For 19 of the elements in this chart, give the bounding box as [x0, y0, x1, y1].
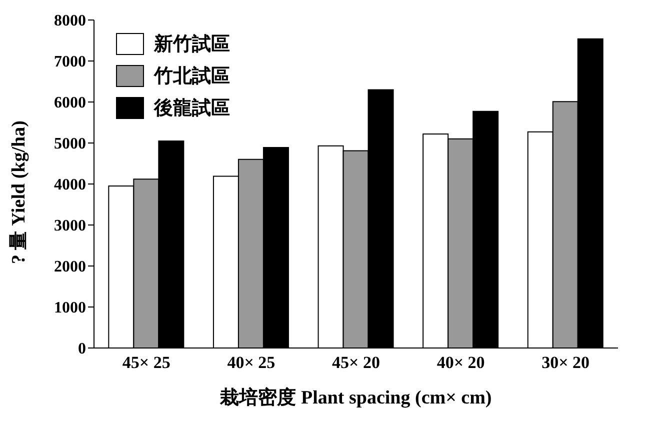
- legend-label: 後龍試區: [154, 96, 230, 121]
- x-tick-label: 45× 25: [122, 353, 170, 372]
- x-tick-label: 45× 20: [332, 353, 380, 372]
- x-axis-title: 栽培密度 Plant spacing (cm× cm): [219, 386, 492, 408]
- x-tick-label: 40× 25: [227, 353, 276, 372]
- y-tick-label: 4000: [54, 176, 86, 194]
- x-tick-label: 40× 20: [436, 353, 485, 372]
- y-tick-label: 6000: [54, 94, 86, 112]
- x-tick-label: 30× 20: [542, 353, 590, 372]
- legend-label: 竹北試區: [154, 64, 230, 89]
- y-tick-label: 5000: [54, 136, 86, 153]
- y-tick-label: 1000: [54, 300, 86, 317]
- y-tick-label: 2000: [54, 258, 86, 276]
- y-tick-label: 0: [78, 340, 86, 358]
- legend-label: 新竹試區: [154, 32, 230, 57]
- y-tick-label: 7000: [54, 54, 86, 71]
- y-axis-title: ? 量 Yield (kg/ha): [8, 120, 30, 264]
- y-tick-label: 3000: [54, 218, 86, 235]
- y-tick-label: 8000: [54, 12, 86, 30]
